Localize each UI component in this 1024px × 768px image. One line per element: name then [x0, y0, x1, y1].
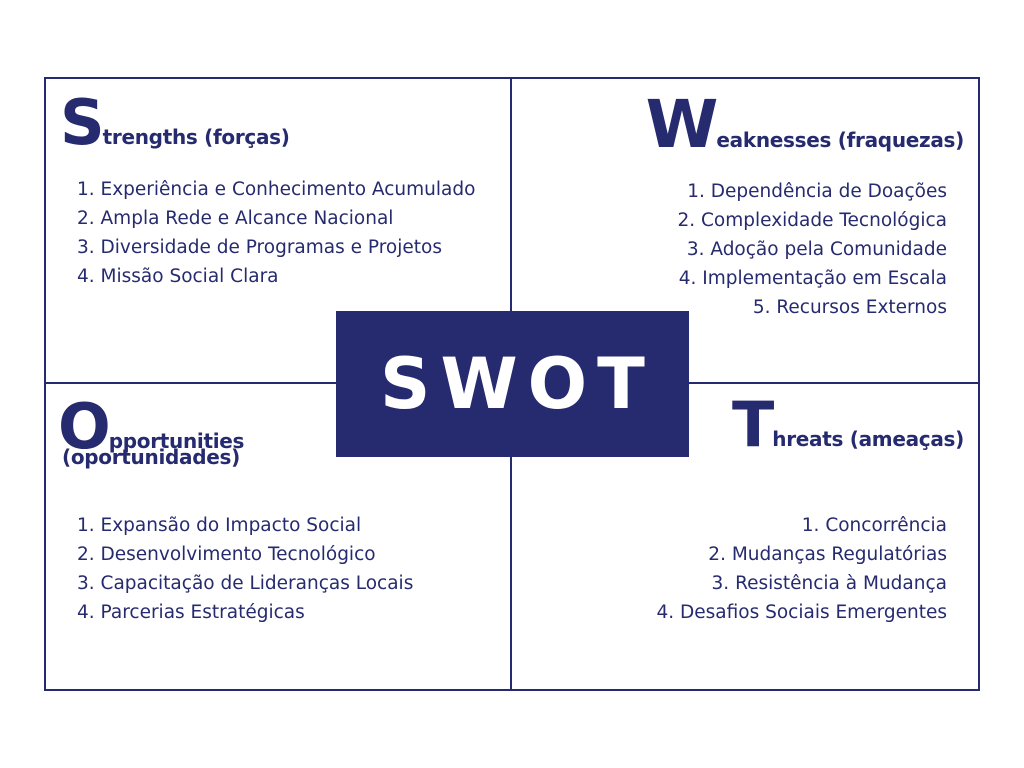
strengths-list: 1. Experiência e Conhecimento Acumulado …	[77, 175, 477, 291]
strengths-heading: Strengths (forças)	[60, 92, 290, 154]
weaknesses-heading-text: eaknesses (fraquezas)	[716, 128, 964, 152]
weaknesses-initial: W	[645, 86, 719, 163]
weaknesses-list: 1. Dependência de Doações 2. Complexidad…	[527, 177, 947, 322]
strengths-item: 2. Ampla Rede e Alcance Nacional	[77, 208, 394, 229]
opportunities-item: 1. Expansão do Impacto Social	[77, 515, 362, 536]
threats-heading-text: hreats (ameaças)	[772, 427, 964, 451]
threats-list: 1. Concorrência 2. Mudanças Regulatórias…	[617, 511, 948, 627]
opportunities-initial: O	[58, 390, 111, 463]
strengths-initial: S	[60, 86, 105, 159]
opportunities-heading-translation: (oportunidades)	[62, 445, 240, 469]
weaknesses-item: 2. Complexidade Tecnológica	[677, 210, 947, 231]
threats-item: 3. Resistência à Mudança	[711, 573, 947, 594]
weaknesses-heading: Weaknesses (fraquezas)	[646, 92, 965, 158]
weaknesses-item: 5. Recursos Externos	[752, 297, 947, 318]
opportunities-item: 2. Desenvolvimento Tecnológico	[77, 544, 376, 565]
threats-initial: T	[731, 388, 774, 461]
weaknesses-item: 4. Implementação em Escala	[678, 268, 947, 289]
threats-heading: Threats (ameaças)	[732, 394, 964, 456]
swot-grid-frame	[44, 77, 980, 691]
opportunities-item: 3. Capacitação de Lideranças Locais	[77, 573, 414, 594]
threats-item: 4. Desafios Sociais Emergentes	[656, 602, 948, 623]
swot-center-label: SWOT	[380, 343, 655, 425]
opportunities-heading: Opportunities (oportunidades)	[58, 396, 244, 469]
threats-item: 2. Mudanças Regulatórias	[708, 544, 947, 565]
weaknesses-item: 3. Adoção pela Comunidade	[686, 239, 947, 260]
opportunities-item: 4. Parcerias Estratégicas	[77, 602, 305, 623]
strengths-heading-text: trengths (forças)	[102, 125, 290, 149]
strengths-item: 3. Diversidade de Programas e Projetos	[77, 237, 442, 258]
swot-center-box: SWOT	[336, 311, 689, 457]
weaknesses-item: 1. Dependência de Doações	[687, 181, 947, 202]
opportunities-list: 1. Expansão do Impacto Social 2. Desenvo…	[77, 511, 457, 627]
threats-item: 1. Concorrência	[801, 515, 947, 536]
opportunities-heading-text: pportunities	[108, 429, 245, 453]
strengths-item: 1. Experiência e Conhecimento Acumulado	[77, 179, 476, 200]
strengths-item: 4. Missão Social Clara	[77, 266, 279, 287]
